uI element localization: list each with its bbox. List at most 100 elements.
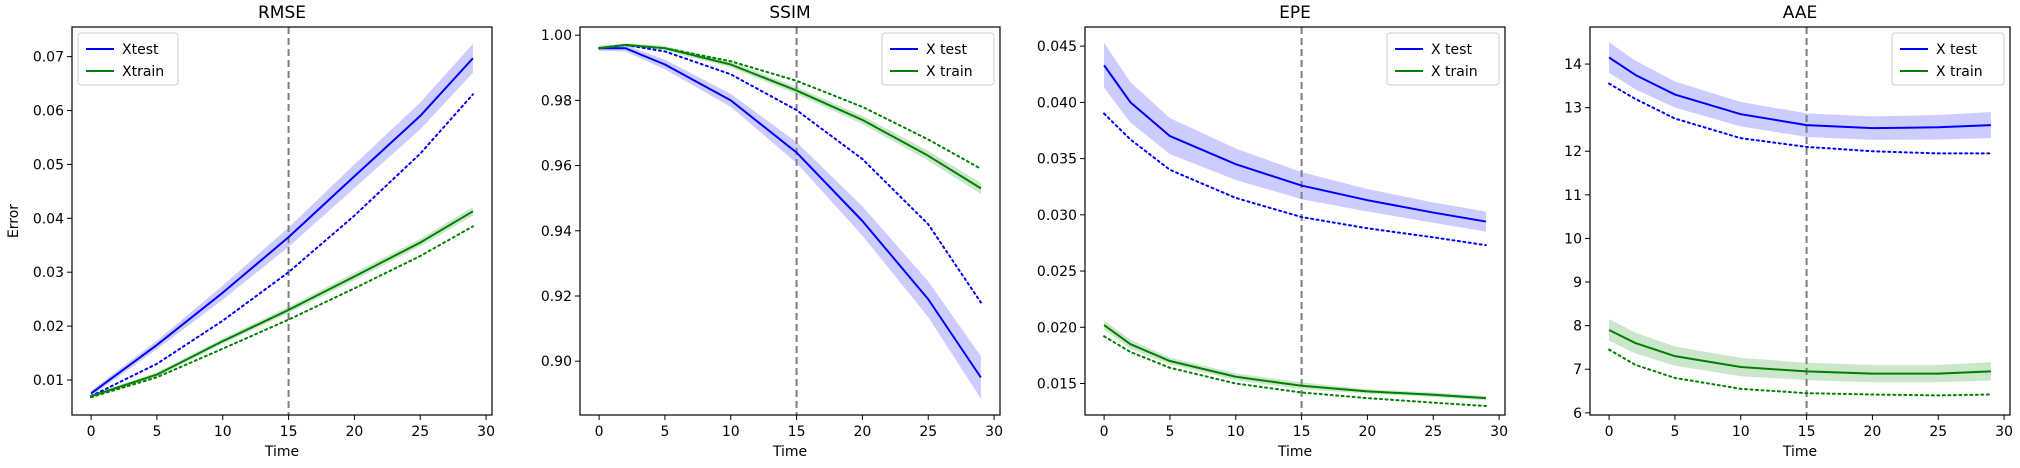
y-tick-label: 0.040 [1037, 95, 1077, 111]
y-tick-label: 8 [1573, 319, 1582, 335]
series-line-3-dotted [598, 43, 982, 170]
series-line-2-solid [90, 210, 474, 398]
legend-label: X train [1936, 64, 1983, 80]
y-axis-label: Error [6, 204, 22, 238]
x-tick-label: 5 [660, 424, 669, 440]
x-tick-label: 25 [919, 424, 937, 440]
legend: X test X train [1386, 32, 1500, 86]
series-line-0-solid [1608, 56, 1991, 130]
y-tick-label: 9 [1573, 275, 1582, 291]
legend: X test X train [881, 32, 995, 86]
series-line-3-dotted [1103, 335, 1487, 407]
x-tick-label: 25 [1424, 424, 1442, 440]
x-axis-label: Time [772, 444, 807, 460]
axes-frame [579, 26, 1001, 416]
confidence-band-0 [1609, 42, 1991, 140]
x-tick-label: 0 [1605, 424, 1614, 440]
x-tick-label: 25 [411, 424, 429, 440]
y-tick-label: 1.00 [541, 28, 572, 44]
x-axis-label: Time [1277, 444, 1312, 460]
x-tick-label: 10 [1732, 424, 1750, 440]
legend-label: Xtrain [122, 64, 164, 80]
y-tick-label: 13 [1564, 101, 1582, 117]
series-line-1-dotted [1608, 82, 1992, 155]
x-tick-label: 0 [87, 424, 96, 440]
confidence-band-0 [599, 44, 981, 399]
confidence-band-0 [91, 43, 473, 397]
x-tick-label: 10 [214, 424, 232, 440]
x-tick-label: 15 [788, 424, 806, 440]
series-line-0-solid [599, 47, 982, 379]
y-tick-label: 0.98 [541, 93, 572, 109]
y-tick-label: 0.06 [33, 104, 64, 120]
y-tick-label: 0.02 [33, 319, 64, 335]
plot-title: AAE [1783, 3, 1817, 23]
y-tick-label: 0.015 [1037, 377, 1077, 393]
x-tick-label: 25 [1929, 424, 1947, 440]
subplot-ssim: SSIM 0 5 10 15 20 25 30 0.90 0.92 0.94 0.96 0.98 1.00… [541, 3, 1003, 460]
y-tick-label: 14 [1564, 57, 1582, 73]
x-tick-label: 30 [1490, 424, 1508, 440]
x-tick-label: 30 [985, 424, 1003, 440]
legend-label: X train [1431, 64, 1478, 80]
x-tick-label: 20 [1863, 424, 1881, 440]
plot-title: RMSE [258, 3, 306, 23]
legend-label: X test [1936, 42, 1977, 58]
y-tick-label: 0.01 [33, 373, 64, 389]
series-line-1-dotted [90, 93, 474, 398]
y-tick-label: 0.03 [33, 265, 64, 281]
x-tick-label: 10 [1227, 424, 1245, 440]
confidence-band-2 [1609, 319, 1991, 383]
series-line-1-dotted [1103, 112, 1487, 247]
series-line-3-dotted [1608, 348, 1992, 397]
y-tick-label: 0.035 [1037, 152, 1077, 168]
y-tick-label: 0.04 [33, 211, 64, 227]
subplot-epe: EPE 0 5 10 15 20 25 30 0.015 0.020 0.025 0.030 0.035… [1037, 3, 1508, 460]
y-tick-label: 10 [1564, 231, 1582, 247]
legend-label: Xtest [122, 42, 159, 58]
x-tick-label: 5 [1670, 424, 1679, 440]
y-tick-label: 11 [1564, 188, 1582, 204]
series-line-2-solid [1103, 324, 1486, 400]
series-line-2-solid [1608, 329, 1991, 375]
confidence-band-2 [1104, 320, 1486, 401]
x-tick-label: 5 [1165, 424, 1174, 440]
confidence-band-0 [1104, 42, 1486, 232]
x-tick-label: 0 [595, 424, 604, 440]
x-tick-label: 5 [152, 424, 161, 440]
plot-title: EPE [1279, 3, 1311, 23]
y-tick-label: 12 [1564, 144, 1582, 160]
x-tick-label: 20 [853, 424, 871, 440]
series-line-0-solid [1103, 64, 1487, 223]
x-tick-label: 20 [1358, 424, 1376, 440]
x-tick-label: 10 [722, 424, 740, 440]
y-tick-label: 0.94 [541, 224, 572, 240]
x-tick-label: 0 [1100, 424, 1109, 440]
y-tick-label: 0.05 [33, 157, 64, 173]
x-tick-label: 20 [345, 424, 363, 440]
y-tick-label: 6 [1573, 406, 1582, 422]
y-tick-label: 0.96 [541, 159, 572, 175]
x-tick-label: 15 [280, 424, 298, 440]
x-tick-label: 15 [1798, 424, 1816, 440]
x-axis-label: Time [1782, 444, 1817, 460]
series-line-3-dotted [90, 225, 474, 399]
axes-frame [1589, 26, 2011, 416]
axes-frame [1084, 26, 1506, 416]
y-tick-label: 0.92 [541, 289, 572, 305]
legend-label: X test [1431, 42, 1472, 58]
y-tick-label: 0.045 [1037, 39, 1077, 55]
series-line-0-solid [90, 57, 474, 395]
y-tick-label: 7 [1573, 362, 1582, 378]
legend-label: X test [926, 42, 967, 58]
x-tick-label: 30 [1995, 424, 2013, 440]
y-tick-label: 0.07 [33, 50, 64, 66]
legend: X test X train [1891, 32, 2005, 86]
y-tick-label: 0.90 [541, 354, 572, 370]
legend: Xtest Xtrain [77, 32, 179, 86]
y-tick-label: 0.025 [1037, 264, 1077, 280]
y-tick-label: 0.030 [1037, 208, 1077, 224]
x-tick-label: 30 [477, 424, 495, 440]
